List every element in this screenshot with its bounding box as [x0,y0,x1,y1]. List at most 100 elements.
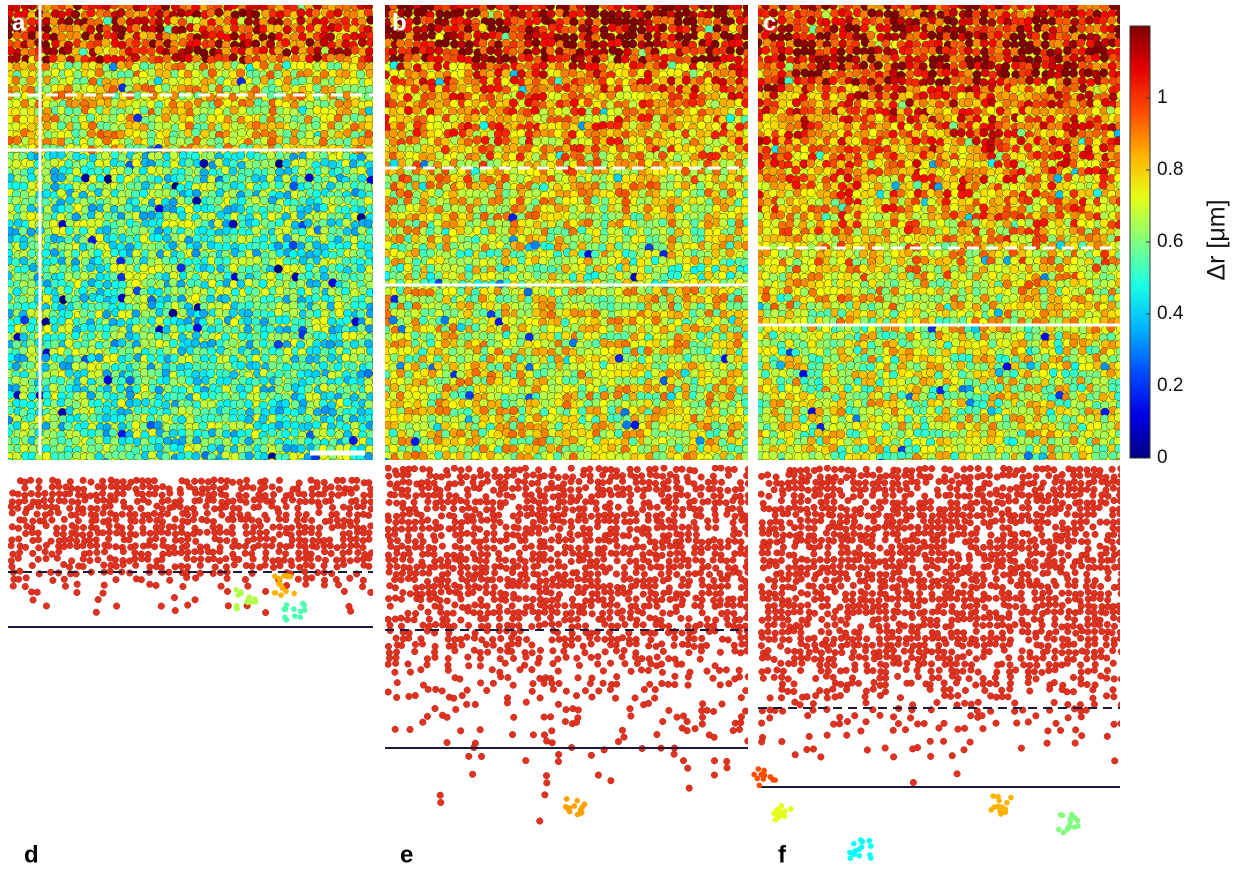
particle [261,354,270,363]
particle [170,354,179,363]
particle [539,174,548,183]
particle [5,235,14,244]
particle [356,70,365,79]
particle [682,263,691,272]
particle [389,129,398,138]
particle [396,39,405,48]
particle [87,129,96,138]
particle [390,159,399,168]
particle [88,445,97,454]
particle [28,181,37,190]
particle [27,228,36,237]
particle [328,241,337,250]
particle [50,158,59,167]
particle [696,76,705,85]
particle [442,263,451,272]
page: abcdef00.20.40.60.81Δr [μm] (() => { con… [0,0,1233,874]
particle [343,241,352,250]
particle [274,377,283,386]
particle [282,453,291,462]
particle [373,93,382,102]
particle [382,93,391,102]
particle [569,219,578,228]
particle [229,167,238,176]
particle [177,347,186,356]
particle [148,250,157,259]
particle [139,212,148,221]
particle [6,391,15,400]
particle [192,286,201,295]
particle [215,308,224,317]
particle [494,159,503,168]
particle [442,214,451,223]
particle [290,182,299,191]
particle [374,146,383,155]
particle [532,77,541,86]
particle [569,41,578,50]
particle [276,167,285,176]
particle [327,354,336,363]
particle [252,361,261,370]
particle [372,106,381,115]
particle [373,69,382,78]
particle [486,46,495,55]
particle [289,121,298,130]
particle [19,346,28,355]
particle [132,361,141,370]
particle [313,460,322,469]
particle [251,196,260,205]
particle [342,218,351,227]
particle [283,444,292,453]
particle [373,11,382,20]
particle [19,227,28,236]
particle [727,218,736,227]
particle [244,168,253,177]
particle [698,151,707,160]
particle [696,196,705,205]
particle [607,256,616,265]
particle [305,54,314,63]
particle [260,444,269,453]
particle [110,123,119,132]
particle [56,444,65,453]
particle [495,18,504,27]
particle [525,122,534,131]
particle [80,429,89,438]
particle [327,428,336,437]
particle [372,56,381,65]
particle [81,399,90,408]
particle [6,174,15,183]
particle [441,138,450,147]
particle [260,196,269,205]
particle [365,460,374,469]
particle [56,376,65,385]
particle [290,264,299,273]
particle [644,204,653,213]
particle [268,301,277,310]
particle [162,256,171,265]
particle [372,189,381,198]
particle [644,11,653,20]
particle [659,77,668,86]
particle [101,458,110,467]
particle [139,234,148,243]
particle [245,301,254,310]
particle [11,258,20,267]
particle [117,130,126,139]
particle [674,144,683,153]
particle [326,391,335,400]
particle [290,136,299,145]
particle [412,53,421,62]
particle [116,219,125,228]
particle [88,227,97,236]
particle [600,204,609,213]
particle [336,264,345,273]
particle [132,279,141,288]
particle [313,248,322,257]
particle [184,101,193,110]
particle [674,77,683,86]
particle [253,459,262,468]
particle [434,24,443,33]
particle [328,160,337,169]
particle [509,189,518,198]
